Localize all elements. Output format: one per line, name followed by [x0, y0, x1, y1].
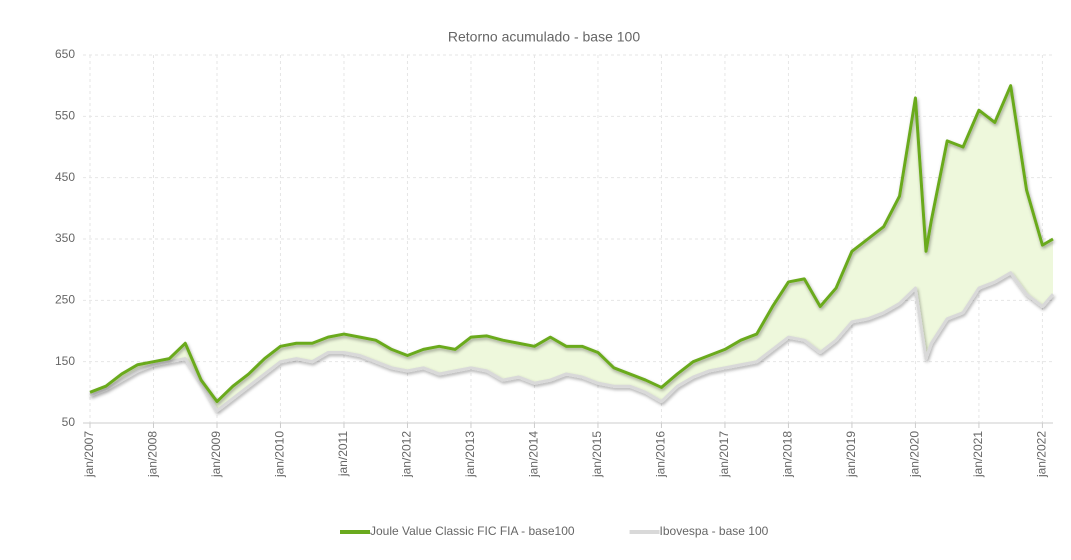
x-tick-label: jan/2010 — [273, 431, 287, 478]
x-tick-label: jan/2020 — [908, 431, 922, 478]
y-tick-label: 250 — [55, 293, 75, 307]
x-tick-label: jan/2021 — [971, 431, 985, 478]
legend-label: Joule Value Classic FIC FIA - base100 — [370, 524, 575, 538]
series-line — [89, 271, 1055, 413]
x-tick-label: jan/2012 — [400, 431, 414, 478]
x-tick-label: jan/2022 — [1035, 431, 1049, 478]
series-line — [89, 84, 1054, 404]
y-tick-label: 350 — [55, 231, 75, 245]
y-tick-label: 50 — [62, 415, 76, 429]
x-tick-label: jan/2014 — [527, 431, 541, 478]
x-tick-label: jan/2013 — [463, 431, 477, 478]
y-tick-label: 550 — [55, 109, 75, 123]
x-tick-label: jan/2017 — [717, 431, 731, 478]
area-between — [90, 85, 1053, 411]
legend-label: Ibovespa - base 100 — [660, 524, 769, 538]
x-tick-label: jan/2018 — [781, 431, 795, 478]
x-tick-label: jan/2019 — [844, 431, 858, 478]
x-tick-label: jan/2009 — [209, 431, 223, 478]
y-tick-label: 150 — [55, 354, 75, 368]
x-tick-label: jan/2007 — [82, 431, 96, 478]
x-tick-label: jan/2008 — [146, 431, 160, 478]
y-tick-label: 650 — [55, 47, 75, 61]
x-tick-label: jan/2015 — [590, 431, 604, 478]
y-tick-label: 450 — [55, 170, 75, 184]
chart-title: Retorno acumulado - base 100 — [448, 29, 640, 45]
x-tick-label: jan/2011 — [336, 431, 350, 477]
x-tick-label: jan/2016 — [654, 431, 668, 478]
